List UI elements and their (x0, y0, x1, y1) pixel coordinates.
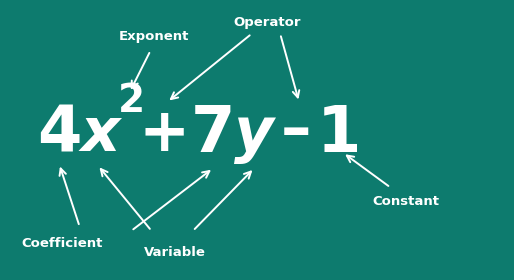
Text: Coefficient: Coefficient (21, 237, 102, 250)
Text: 7: 7 (191, 103, 235, 165)
Text: +: + (139, 105, 190, 164)
Text: 2: 2 (118, 82, 144, 120)
Text: Constant: Constant (373, 195, 439, 208)
Text: Operator: Operator (233, 16, 301, 29)
Text: Variable: Variable (144, 246, 206, 258)
Text: y: y (234, 105, 274, 164)
Text: –: – (280, 102, 311, 161)
Text: x: x (81, 105, 120, 164)
Text: 1: 1 (317, 103, 361, 165)
Text: 4: 4 (37, 103, 81, 165)
Text: Exponent: Exponent (119, 30, 189, 43)
